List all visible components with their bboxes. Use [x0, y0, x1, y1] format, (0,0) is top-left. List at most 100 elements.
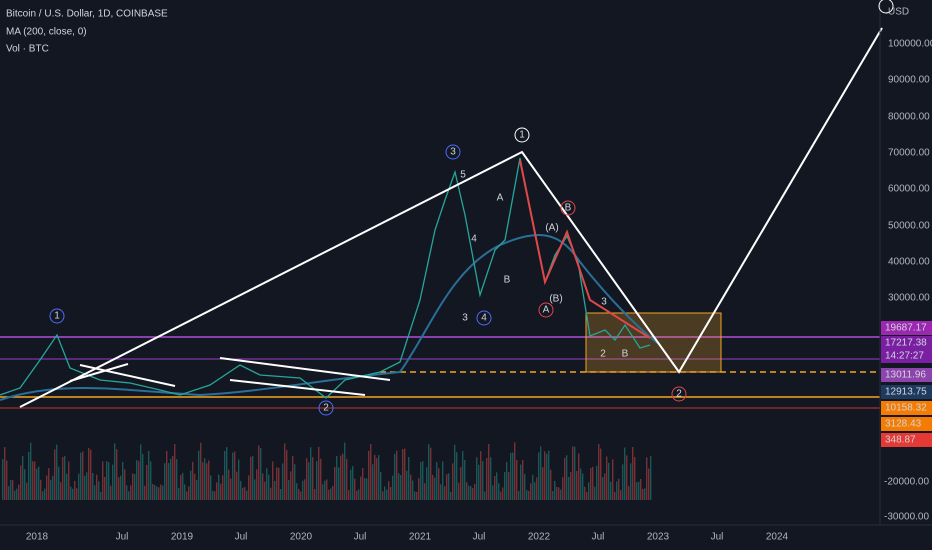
volume-bar — [404, 448, 406, 500]
volume-label: -30000.00 — [884, 512, 929, 523]
volume-bar — [464, 460, 466, 500]
volume-bar — [528, 490, 530, 500]
time-label: 2023 — [647, 532, 670, 543]
volume-bar — [88, 447, 90, 500]
volume-bar — [642, 488, 644, 500]
wave-label: (A) — [545, 223, 558, 234]
volume-bar — [504, 471, 506, 500]
volume-bar — [400, 475, 402, 500]
volume-bar — [78, 473, 80, 500]
volume-bar — [56, 444, 58, 500]
channel-line — [219, 357, 391, 381]
price-tag-text: 13011.96 — [885, 370, 926, 381]
volume-bar — [492, 485, 494, 500]
volume-bar — [620, 490, 622, 500]
price-tag — [881, 385, 932, 399]
volume-bar — [360, 476, 362, 500]
volume-bar — [546, 453, 548, 500]
volume-label: -20000.00 — [884, 477, 929, 488]
volume-bar — [62, 457, 64, 500]
time-label: Jul — [711, 532, 724, 543]
volume-bar — [60, 482, 62, 500]
volume-bar — [164, 463, 166, 500]
volume-bar — [532, 474, 534, 500]
volume-bar — [514, 442, 516, 500]
volume-bar — [144, 485, 146, 500]
wave-label: 3 — [450, 147, 456, 158]
volume-bar — [98, 481, 100, 500]
volume-bar — [390, 487, 392, 500]
wave-label: B — [565, 203, 572, 214]
volume-bar — [432, 474, 434, 500]
volume-bar — [198, 450, 200, 500]
volume-bar — [590, 468, 592, 500]
wave-label: (B) — [549, 294, 562, 305]
volume-bar — [582, 473, 584, 500]
volume-bar — [172, 455, 174, 500]
wave-line — [519, 159, 651, 339]
price-label: 60000.00 — [888, 184, 930, 195]
volume-bar — [140, 444, 142, 500]
volume-bar — [270, 487, 272, 500]
volume-bar — [646, 457, 648, 500]
volume-bar — [220, 483, 222, 500]
volume-bar — [610, 481, 612, 500]
volume-bar — [274, 481, 276, 500]
volume-bar — [16, 488, 18, 500]
volume-bar — [126, 485, 128, 500]
volume-bar — [516, 459, 518, 500]
volume-bar — [538, 452, 540, 500]
volume-bar — [298, 488, 300, 500]
volume-bar — [20, 465, 22, 500]
volume-bar — [326, 479, 328, 500]
volume-bar — [86, 472, 88, 500]
volume-bar — [632, 447, 634, 500]
volume-bar — [222, 475, 224, 500]
price-tag — [881, 321, 932, 335]
volume-bar — [92, 473, 94, 500]
time-label: Jul — [235, 532, 248, 543]
wave-circle — [514, 127, 530, 143]
volume-bar — [496, 472, 498, 500]
volume-bar — [382, 491, 384, 500]
volume-bar — [106, 461, 108, 500]
volume-bar — [240, 480, 242, 500]
volume-bar — [604, 473, 606, 500]
volume-bar — [286, 450, 288, 500]
price-tag-text: 12913.75 — [885, 387, 927, 398]
volume-bar — [250, 456, 252, 500]
wave-label: 4 — [471, 234, 477, 245]
volume-bar — [612, 459, 614, 500]
volume-bar — [242, 487, 244, 500]
volume-bar — [280, 489, 282, 500]
volume-bar — [572, 446, 574, 500]
volume-bar — [524, 473, 526, 500]
volume-bar — [608, 462, 610, 500]
volume-bar — [558, 487, 560, 500]
volume-bar — [34, 461, 36, 500]
volume-bar — [644, 488, 646, 500]
volume-bar — [624, 447, 626, 500]
wave-label: 4 — [481, 313, 487, 324]
volume-bar — [388, 481, 390, 500]
volume-bar — [552, 491, 554, 500]
volume-bar — [182, 472, 184, 500]
currency-label: USD — [888, 7, 909, 18]
volume-bar — [262, 473, 264, 500]
volume-bar — [564, 457, 566, 500]
volume-bar — [96, 474, 98, 500]
wave-circle — [671, 386, 687, 402]
volume-bar — [606, 456, 608, 500]
wave-label: 1 — [519, 130, 525, 141]
volume-bar — [380, 471, 382, 500]
volume-bar — [306, 458, 308, 500]
volume-bar — [450, 491, 452, 500]
volume-bar — [640, 478, 642, 500]
volume-bar — [284, 443, 286, 500]
price-label: 50000.00 — [888, 221, 930, 232]
volume-bar — [294, 464, 296, 500]
volume-bar — [412, 480, 414, 500]
volume-bar — [4, 446, 6, 500]
volume-bar — [158, 487, 160, 500]
